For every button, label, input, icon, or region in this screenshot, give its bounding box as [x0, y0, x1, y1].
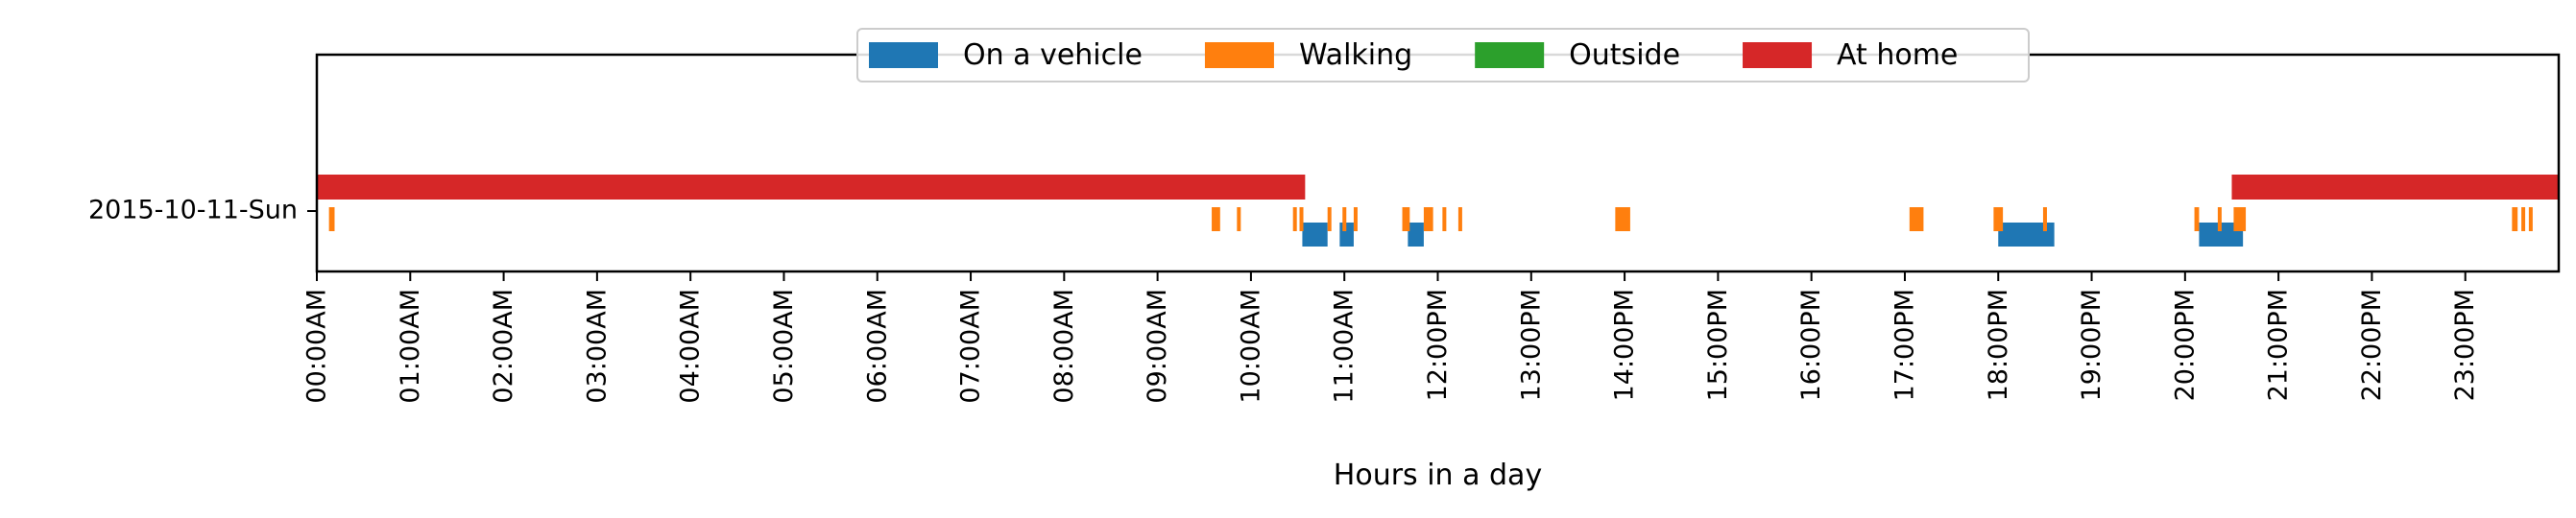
legend-box [856, 28, 2030, 82]
x-tick-label: 17:00PM [1890, 289, 1919, 401]
timeline-bar-walking [2217, 207, 2222, 231]
timeline-bar-walking [1327, 207, 1332, 231]
timeline-bar-walking [2528, 207, 2533, 231]
timeline-bar-walking [328, 207, 335, 231]
timeline-bar-at-home [317, 175, 1306, 200]
legend-label: Outside [1569, 38, 1680, 72]
timeline-bar-on-a-vehicle [1408, 223, 1424, 247]
timeline-bar-walking [1292, 207, 1297, 231]
x-tick-label: 15:00PM [1703, 289, 1733, 401]
x-tick-label: 01:00AM [396, 289, 425, 404]
x-tick-label: 10:00AM [1236, 289, 1265, 404]
x-tick-label: 05:00AM [769, 289, 799, 404]
timeline-bar-walking [2042, 207, 2047, 231]
timeline-bar-walking [1442, 207, 1447, 231]
timeline-bar-walking [2233, 207, 2247, 231]
x-tick-label: 23:00PM [2450, 289, 2480, 401]
x-tick-label: 13:00PM [1516, 289, 1546, 401]
timeline-bar-walking [1423, 207, 1433, 231]
timeline-bar-walking [2512, 207, 2518, 231]
timeline-bar-walking [2194, 207, 2200, 231]
timeline-bar-walking [1212, 207, 1220, 231]
timeline-bar-walking [1299, 207, 1304, 231]
legend-swatch-at-home [1743, 42, 1813, 68]
y-tick-label: 2015-10-11-Sun [88, 196, 298, 225]
x-tick-label: 00:00AM [302, 289, 332, 404]
timeline-bar-walking [2521, 207, 2526, 231]
x-tick-label: 06:00AM [862, 289, 892, 404]
x-tick-label: 08:00AM [1049, 289, 1079, 404]
x-tick-label: 21:00PM [2264, 289, 2294, 401]
x-axis: 00:00AM 01:00AM 02:00AM 03:00AM 04:00AM 05:00… [302, 271, 2480, 404]
x-tick-label: 18:00PM [1984, 289, 2013, 401]
x-tick-label: 12:00PM [1423, 289, 1453, 401]
timeline-bar-walking [1237, 207, 1241, 231]
timeline-bar-walking [1457, 207, 1462, 231]
x-tick-label: 04:00AM [676, 289, 706, 404]
chart-marks [317, 175, 2559, 247]
timeline-bar-walking [1993, 207, 2004, 231]
legend-label: On a vehicle [963, 38, 1143, 72]
timeline-bar-walking [1909, 207, 1924, 231]
timeline-bar-walking [1402, 207, 1410, 231]
legend-swatch-on-a-vehicle [869, 42, 938, 68]
timeline-bar-walking [1342, 207, 1347, 231]
x-tick-label: 02:00AM [489, 289, 518, 404]
x-tick-label: 22:00PM [2357, 289, 2387, 401]
timeline-bar-at-home [2231, 175, 2559, 200]
x-tick-label: 11:00AM [1330, 289, 1360, 404]
legend-swatch-walking [1204, 42, 1274, 68]
x-tick-label: 19:00PM [2077, 289, 2107, 401]
x-tick-label: 09:00AM [1143, 289, 1172, 404]
timeline-bar-walking [1615, 207, 1630, 231]
x-tick-label: 14:00PM [1610, 289, 1640, 401]
x-tick-label: 03:00AM [582, 289, 612, 404]
timeline-bar-walking [1353, 207, 1358, 231]
x-tick-label: 20:00PM [2170, 289, 2200, 401]
y-axis: 2015-10-11-Sun [88, 196, 317, 225]
x-tick-label: 16:00PM [1796, 289, 1826, 401]
legend-label: Walking [1299, 38, 1412, 72]
x-axis-label: Hours in a day [1334, 459, 1542, 492]
legend-swatch-outside [1475, 42, 1545, 68]
legend: On a vehicle Walking Outside At home [856, 28, 2030, 82]
x-tick-label: 07:00AM [956, 289, 986, 404]
timeline-bar-on-a-vehicle [1339, 223, 1354, 247]
legend-label: At home [1837, 38, 1958, 72]
timeline-bar-on-a-vehicle [1302, 223, 1328, 247]
legend-items: On a vehicle Walking Outside At home [869, 38, 1958, 72]
